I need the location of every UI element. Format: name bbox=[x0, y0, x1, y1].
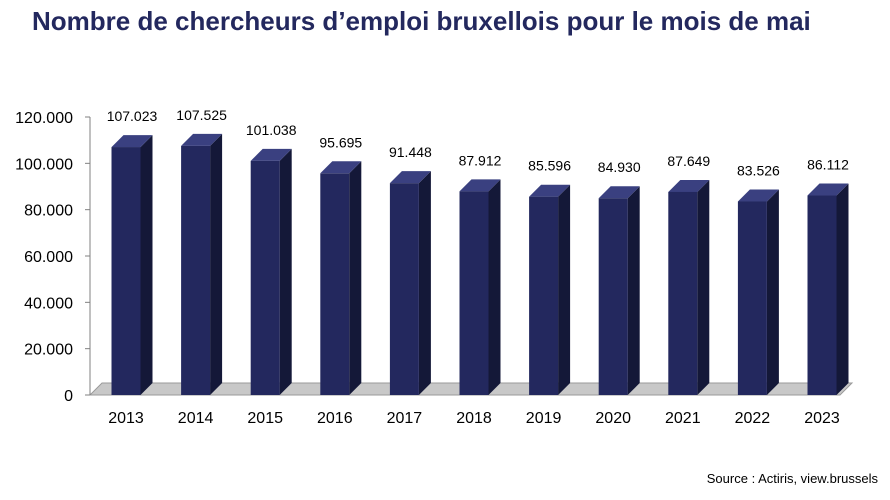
bars bbox=[111, 133, 849, 395]
data-label: 91.448 bbox=[389, 144, 432, 160]
bar-2017 bbox=[389, 171, 431, 395]
x-tick-label: 2023 bbox=[804, 410, 840, 427]
chart-title: Nombre de chercheurs d’emploi bruxellois… bbox=[32, 6, 811, 36]
bar-side bbox=[210, 133, 223, 395]
bar-front bbox=[737, 201, 767, 395]
bar-top bbox=[668, 179, 710, 192]
bar-top bbox=[181, 133, 223, 146]
data-labels: 107.023 107.525 101.038 95.695 91.448 87.912 8… bbox=[107, 107, 849, 179]
bar-front bbox=[250, 160, 280, 395]
bar-2013 bbox=[111, 135, 153, 395]
y-tick-label: 60.000 bbox=[24, 249, 73, 266]
bar-top bbox=[598, 186, 640, 199]
y-tick-label: 20.000 bbox=[24, 342, 73, 359]
x-tick-label: 2013 bbox=[108, 410, 144, 427]
data-label: 107.023 bbox=[107, 108, 158, 124]
bar-front bbox=[598, 198, 628, 395]
data-label: 85.596 bbox=[528, 158, 571, 174]
bar-2018 bbox=[459, 179, 501, 395]
data-label: 95.695 bbox=[319, 134, 362, 150]
bar-front bbox=[389, 183, 419, 395]
bar-2016 bbox=[320, 161, 362, 395]
bar-2022 bbox=[737, 189, 779, 395]
bar-side bbox=[558, 184, 571, 395]
x-tick-label: 2015 bbox=[247, 410, 283, 427]
bar-front bbox=[529, 196, 559, 395]
data-label: 87.912 bbox=[459, 152, 502, 168]
bar-2015 bbox=[250, 148, 292, 395]
bar-side bbox=[836, 183, 849, 395]
bar-front bbox=[668, 191, 698, 395]
bar-top bbox=[389, 171, 431, 184]
y-tick-label: 120.000 bbox=[15, 110, 73, 127]
bar-top bbox=[250, 148, 292, 161]
data-label: 86.112 bbox=[807, 157, 849, 173]
bar-front bbox=[320, 173, 350, 395]
bar-top bbox=[320, 161, 362, 174]
x-tick-label: 2020 bbox=[595, 410, 631, 427]
data-label: 107.525 bbox=[176, 107, 227, 123]
bar-2014 bbox=[181, 133, 223, 395]
bar-side bbox=[488, 179, 501, 395]
bar-side bbox=[766, 189, 779, 395]
bar-front bbox=[807, 195, 837, 395]
bar-top bbox=[807, 183, 849, 196]
bar-top bbox=[529, 184, 571, 197]
bar-side bbox=[279, 148, 292, 395]
bar-side bbox=[418, 171, 431, 395]
y-tick-label: 0 bbox=[64, 388, 73, 405]
x-tick-label: 2019 bbox=[526, 410, 562, 427]
bar-2020 bbox=[598, 186, 640, 395]
bar-top bbox=[111, 135, 153, 148]
data-label: 83.526 bbox=[737, 162, 780, 178]
bar-front bbox=[459, 191, 489, 395]
bar-side bbox=[140, 135, 153, 395]
bar-front bbox=[181, 145, 211, 395]
bar-side bbox=[697, 179, 710, 395]
y-tick-label: 40.000 bbox=[24, 295, 73, 312]
x-tick-label: 2017 bbox=[387, 410, 423, 427]
x-tick-label: 2022 bbox=[735, 410, 771, 427]
x-tick-label: 2014 bbox=[178, 410, 214, 427]
bar-side bbox=[349, 161, 362, 395]
bar-2019 bbox=[529, 184, 571, 395]
x-tick-label: 2021 bbox=[665, 410, 701, 427]
bar-front bbox=[111, 147, 141, 395]
y-tick-label: 80.000 bbox=[24, 203, 73, 220]
bar-2021 bbox=[668, 179, 710, 395]
x-tick-label: 2018 bbox=[456, 410, 492, 427]
source-note: Source : Actiris, view.brussels bbox=[706, 471, 878, 486]
bar-2023 bbox=[807, 183, 849, 395]
data-label: 84.930 bbox=[598, 159, 641, 175]
bar-top bbox=[737, 189, 779, 202]
data-label: 101.038 bbox=[246, 122, 297, 138]
y-tick-label: 100.000 bbox=[15, 156, 73, 173]
data-label: 87.649 bbox=[667, 153, 710, 169]
bar-side bbox=[627, 186, 640, 395]
x-tick-label: 2016 bbox=[317, 410, 353, 427]
axes: 0 20.000 40.000 60.000 80.000 100.000 120.000 2… bbox=[15, 110, 840, 427]
bar-top bbox=[459, 179, 501, 192]
